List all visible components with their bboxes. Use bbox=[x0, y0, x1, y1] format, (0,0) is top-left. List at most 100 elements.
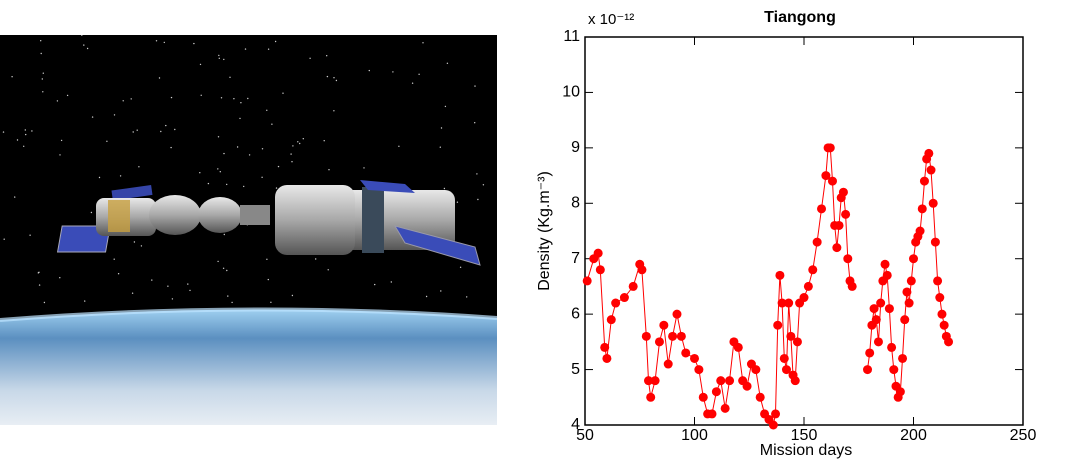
data-point bbox=[707, 409, 717, 419]
data-point bbox=[847, 281, 857, 291]
star bbox=[302, 138, 304, 140]
data-point bbox=[792, 337, 802, 347]
star bbox=[277, 165, 280, 168]
star bbox=[106, 140, 108, 142]
data-point bbox=[619, 293, 629, 303]
star bbox=[42, 91, 44, 93]
data-point bbox=[768, 420, 778, 430]
data-point bbox=[659, 320, 669, 330]
star bbox=[243, 185, 245, 188]
data-point bbox=[755, 392, 765, 402]
star bbox=[113, 114, 116, 116]
data-point bbox=[698, 392, 708, 402]
data-point bbox=[834, 220, 844, 230]
star bbox=[231, 301, 233, 304]
star bbox=[133, 241, 136, 243]
data-point bbox=[725, 376, 735, 386]
star bbox=[240, 102, 242, 104]
star bbox=[466, 296, 468, 298]
data-point bbox=[939, 320, 949, 330]
data-point bbox=[681, 348, 691, 358]
data-point bbox=[869, 304, 879, 314]
star bbox=[297, 141, 299, 143]
star bbox=[398, 145, 400, 147]
star bbox=[138, 166, 140, 168]
data-point bbox=[917, 204, 927, 214]
axis-multiplier: x 10⁻¹² bbox=[588, 11, 634, 28]
star bbox=[477, 198, 479, 201]
data-point bbox=[668, 331, 678, 341]
star bbox=[270, 301, 272, 303]
star bbox=[474, 85, 476, 87]
data-point bbox=[600, 342, 610, 352]
star bbox=[217, 260, 219, 263]
star bbox=[59, 277, 61, 279]
data-point bbox=[937, 309, 947, 319]
plot-area: Tiangong x 10⁻¹² Mission days Density (K… bbox=[536, 9, 1036, 459]
data-point bbox=[771, 409, 781, 419]
data-point bbox=[694, 365, 704, 375]
data-point bbox=[773, 320, 783, 330]
data-point bbox=[873, 337, 883, 347]
star bbox=[275, 187, 278, 189]
data-point bbox=[904, 298, 914, 308]
star bbox=[323, 140, 325, 142]
star bbox=[217, 168, 219, 170]
star bbox=[274, 40, 277, 43]
star bbox=[199, 172, 201, 174]
star bbox=[223, 152, 225, 155]
star bbox=[328, 169, 330, 171]
star bbox=[59, 154, 61, 156]
data-point bbox=[865, 348, 875, 358]
star bbox=[56, 100, 59, 102]
star bbox=[41, 78, 43, 80]
star bbox=[83, 44, 85, 46]
star bbox=[418, 73, 420, 76]
star bbox=[261, 176, 263, 178]
data-point bbox=[606, 315, 616, 325]
star bbox=[11, 76, 13, 78]
y-tick-label: 6 bbox=[571, 305, 580, 322]
star bbox=[189, 289, 191, 292]
data-point bbox=[637, 265, 647, 275]
star bbox=[390, 281, 392, 283]
star bbox=[326, 55, 328, 57]
star bbox=[266, 109, 268, 112]
star bbox=[140, 245, 143, 247]
star bbox=[220, 97, 223, 99]
y-tick-label: 4 bbox=[571, 416, 580, 433]
data-point bbox=[582, 276, 592, 286]
star bbox=[119, 175, 122, 177]
data-point bbox=[838, 187, 848, 197]
data-point bbox=[933, 276, 943, 286]
data-point bbox=[799, 293, 809, 303]
star bbox=[368, 69, 370, 72]
data-point bbox=[808, 265, 818, 275]
star bbox=[29, 234, 31, 236]
star bbox=[425, 295, 428, 298]
data-point bbox=[593, 248, 603, 258]
star bbox=[16, 139, 19, 141]
star bbox=[440, 127, 443, 129]
star bbox=[443, 187, 446, 190]
data-point bbox=[790, 376, 800, 386]
star bbox=[291, 294, 294, 297]
star bbox=[170, 146, 172, 149]
star bbox=[244, 48, 247, 50]
star bbox=[374, 283, 376, 286]
data-point bbox=[650, 376, 660, 386]
data-point bbox=[876, 298, 886, 308]
star bbox=[187, 283, 189, 285]
data-point bbox=[803, 281, 813, 291]
data-point bbox=[663, 359, 673, 369]
data-point bbox=[786, 331, 796, 341]
data-point bbox=[733, 342, 743, 352]
y-tick-label: 5 bbox=[571, 361, 580, 378]
star bbox=[42, 72, 44, 74]
star bbox=[171, 298, 174, 300]
star bbox=[333, 110, 335, 112]
star bbox=[160, 130, 162, 133]
star bbox=[66, 94, 69, 97]
star bbox=[3, 238, 5, 240]
data-point bbox=[644, 376, 654, 386]
